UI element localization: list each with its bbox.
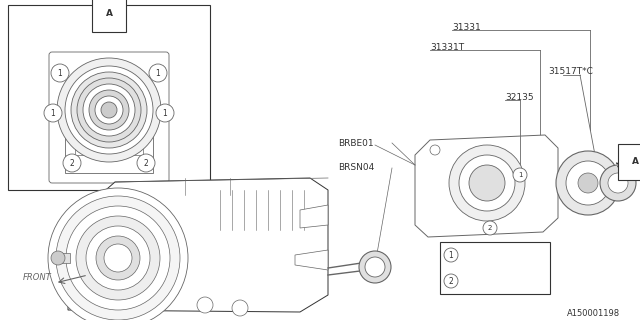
Circle shape [600, 165, 636, 201]
Text: 31331: 31331 [452, 22, 481, 31]
Circle shape [44, 104, 62, 122]
Circle shape [86, 226, 150, 290]
Text: 31517T*C: 31517T*C [548, 68, 593, 76]
Circle shape [430, 145, 440, 155]
FancyBboxPatch shape [49, 52, 169, 183]
Bar [65, 135, 153, 173]
Text: A: A [632, 157, 639, 166]
Circle shape [137, 154, 155, 172]
Text: A: A [106, 10, 113, 19]
Text: 1: 1 [449, 251, 453, 260]
Text: 2: 2 [449, 276, 453, 285]
Circle shape [449, 145, 525, 221]
Circle shape [459, 155, 515, 211]
Text: 32135: 32135 [505, 92, 534, 101]
Text: BRBL06: BRBL06 [470, 276, 505, 285]
Circle shape [578, 173, 598, 193]
Text: 1: 1 [163, 108, 168, 117]
Circle shape [89, 90, 129, 130]
Circle shape [65, 66, 153, 154]
Bar [55, 253, 70, 263]
Circle shape [63, 154, 81, 172]
Text: 1: 1 [58, 68, 62, 77]
Circle shape [359, 251, 391, 283]
Circle shape [101, 102, 117, 118]
Circle shape [444, 274, 458, 288]
Circle shape [197, 297, 213, 313]
Circle shape [51, 251, 65, 265]
Bar [440, 242, 550, 294]
Circle shape [232, 300, 248, 316]
Circle shape [365, 257, 385, 277]
Circle shape [469, 165, 505, 201]
Text: 1: 1 [51, 108, 56, 117]
Circle shape [57, 58, 161, 162]
Text: 1: 1 [518, 172, 522, 178]
Text: 2: 2 [488, 225, 492, 231]
Polygon shape [300, 205, 328, 228]
Circle shape [76, 216, 160, 300]
Polygon shape [68, 178, 328, 312]
Circle shape [48, 188, 188, 320]
Text: BRSN04: BRSN04 [338, 164, 374, 172]
Circle shape [66, 206, 170, 310]
Text: BRBE01: BRBE01 [338, 139, 374, 148]
Text: 31331T: 31331T [430, 43, 464, 52]
Circle shape [71, 72, 147, 148]
Circle shape [608, 173, 628, 193]
Circle shape [96, 236, 140, 280]
Circle shape [556, 151, 620, 215]
Circle shape [156, 104, 174, 122]
Circle shape [77, 78, 141, 142]
Text: 2: 2 [143, 158, 148, 167]
Polygon shape [415, 135, 558, 237]
Circle shape [149, 64, 167, 82]
Text: 1: 1 [156, 68, 161, 77]
Text: 2: 2 [70, 158, 74, 167]
Circle shape [56, 196, 180, 320]
Circle shape [51, 64, 69, 82]
Circle shape [104, 244, 132, 272]
Circle shape [566, 161, 610, 205]
Circle shape [95, 96, 123, 124]
Circle shape [513, 168, 527, 182]
Text: FRONT: FRONT [23, 274, 52, 283]
Text: BRBL05: BRBL05 [470, 251, 505, 260]
Circle shape [483, 221, 497, 235]
Circle shape [444, 248, 458, 262]
Text: A150001198: A150001198 [567, 308, 620, 317]
Bar [8, 5, 210, 190]
Polygon shape [295, 250, 328, 270]
Circle shape [83, 84, 135, 136]
